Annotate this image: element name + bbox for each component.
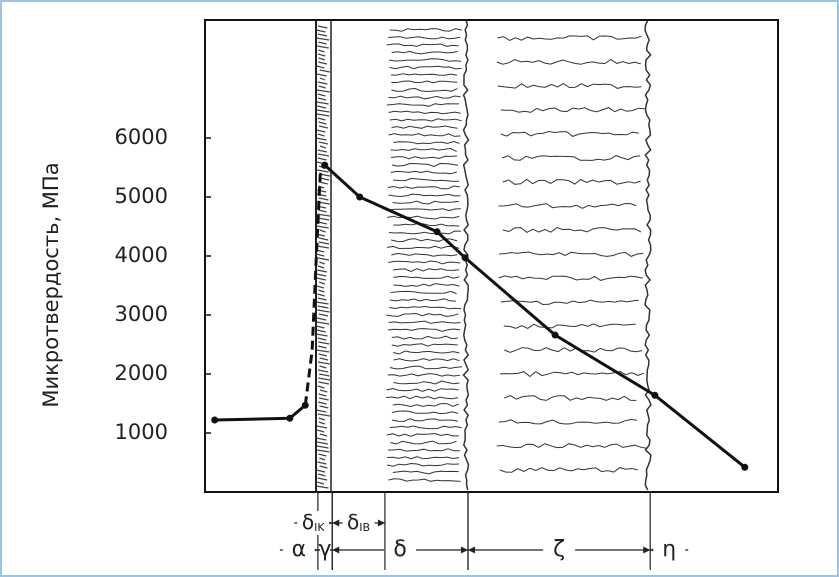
zone-label: η (662, 537, 676, 562)
y-tick-label: 2000 (115, 361, 168, 385)
y-axis-label: Микротвердость, МПа (39, 162, 63, 407)
outer-frame (1, 1, 838, 576)
page: {"chart_data": { "type": "line", "ylabel… (0, 0, 839, 577)
subzone-subscript: IB (359, 521, 370, 534)
y-tick-label: 6000 (115, 125, 168, 149)
data-point (741, 464, 748, 471)
data-point (286, 415, 293, 422)
y-tick-label: 3000 (115, 302, 168, 326)
subzone-subscript: IK (314, 521, 325, 534)
y-tick-label: 5000 (115, 184, 168, 208)
y-tick-label: 1000 (115, 420, 168, 444)
data-point (211, 417, 218, 424)
data-point (356, 194, 363, 201)
data-point (462, 254, 469, 261)
zone-label: α (292, 537, 307, 562)
subzone-symbol: δ (347, 510, 359, 534)
subzone-symbol: δ (302, 510, 314, 534)
zone-label: γ (319, 537, 332, 562)
chart: Микротвердость, МПа 1000 2000 3000 4000 5000… (0, 0, 839, 577)
zone-label: ζ (553, 537, 565, 562)
data-point (552, 332, 559, 339)
data-point (321, 162, 328, 169)
y-tick-label: 4000 (115, 243, 168, 267)
data-point (651, 392, 658, 399)
zone-label: δ (393, 537, 406, 562)
data-point (434, 228, 441, 235)
